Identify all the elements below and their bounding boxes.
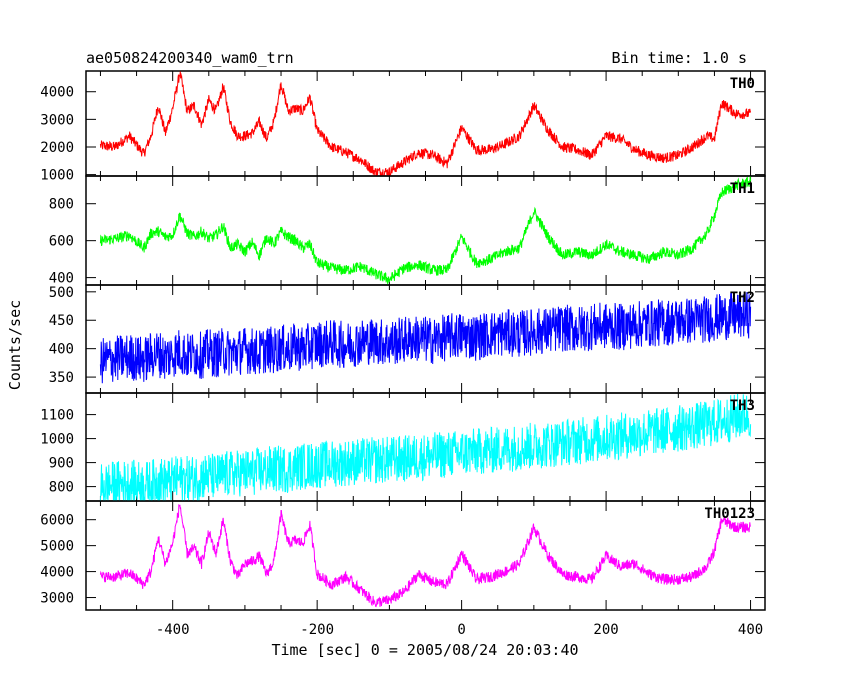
y-axis-label: Counts/sec [6,300,24,390]
x-tick-label: 0 [457,622,465,638]
series-line-th0123 [99,503,752,608]
bin-time-label: Bin time: 1.0 s [612,49,747,67]
y-tick-label-th0: 3000 [40,112,74,128]
y-tick-label-th0: 2000 [40,140,74,156]
y-tick-label-th3: 900 [49,456,74,472]
x-tick-label: -400 [156,622,190,638]
x-axis-label: Time [sec] 0 = 2005/08/24 20:03:40 [271,641,578,659]
panel-label-th0: TH0 [730,76,755,92]
y-tick-label-th2: 500 [49,285,74,301]
panel-label-th1: TH1 [730,181,755,197]
y-tick-label-th0123: 3000 [40,591,74,607]
panel-group: 1000200030004000TH0400600800TH1350400450… [40,70,766,638]
y-tick-label-th3: 800 [49,480,74,496]
x-tick-label: 200 [593,622,618,638]
chart-title: ae050824200340_wam0_trn [86,49,294,67]
y-tick-label-th0123: 5000 [40,539,74,555]
y-tick-label-th1: 800 [49,197,74,213]
series-line-th2 [99,291,752,384]
panel-label-th3: TH3 [730,398,755,414]
x-tick-label: 400 [738,622,763,638]
y-tick-label-th1: 600 [49,234,74,250]
y-tick-label-th2: 350 [49,370,74,386]
y-tick-label-th3: 1000 [40,432,74,448]
panel-label-th0123: TH0123 [704,506,755,522]
series-line-th3 [99,393,752,503]
panel-label-th2: TH2 [730,290,755,306]
y-tick-label-th2: 400 [49,342,74,358]
y-tick-label-th0: 1000 [40,168,74,184]
y-tick-label-th3: 1100 [40,408,74,424]
y-tick-label-th0123: 6000 [40,513,74,529]
y-tick-label-th2: 450 [49,313,74,329]
series-line-th0 [99,71,752,176]
y-tick-label-th0: 4000 [40,85,74,101]
y-tick-label-th0123: 4000 [40,565,74,581]
y-tick-label-th1: 400 [49,271,74,287]
x-tick-label: -200 [300,622,334,638]
series-line-th1 [99,176,752,285]
